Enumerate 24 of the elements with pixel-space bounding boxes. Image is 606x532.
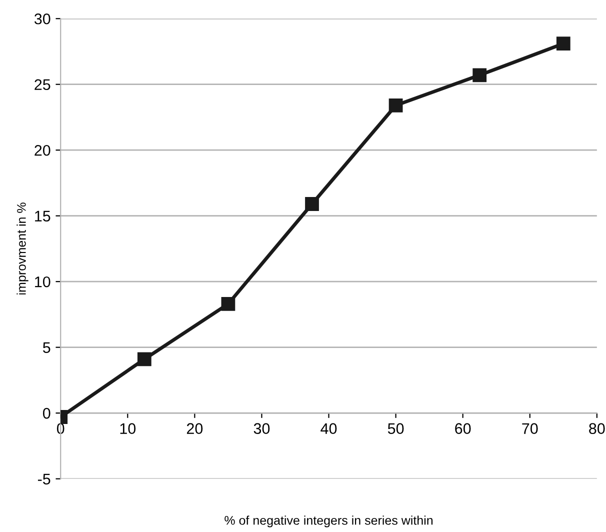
x-axis-title: % of negative integers in series within xyxy=(224,516,433,528)
x-tick-label: 50 xyxy=(388,423,404,434)
point xyxy=(472,68,487,82)
y-tick-label: 5 xyxy=(42,342,50,354)
point xyxy=(305,197,319,211)
y-axis-title: improvment in % xyxy=(16,202,28,294)
x-tick-label: 80 xyxy=(589,423,605,434)
x-tick-label: 70 xyxy=(522,423,538,434)
point xyxy=(388,98,403,112)
x-tick-label: 10 xyxy=(120,423,136,434)
y-tick-label: 15 xyxy=(35,210,50,222)
x-tick-label: 30 xyxy=(254,423,270,434)
y-tick-label: 10 xyxy=(35,276,50,288)
x-tick-label: 60 xyxy=(455,423,471,434)
point xyxy=(221,296,236,311)
x-tick-label: 40 xyxy=(320,423,337,434)
y-tick-label: 30 xyxy=(34,13,50,24)
y-tick-label: 25 xyxy=(34,79,50,90)
point xyxy=(556,36,570,51)
x-tick-label: 20 xyxy=(186,423,203,434)
y-tick-label: 0 xyxy=(42,408,50,419)
y-tick-label: -5 xyxy=(38,474,50,484)
y-tick-label: 20 xyxy=(34,144,50,156)
point xyxy=(137,352,152,366)
